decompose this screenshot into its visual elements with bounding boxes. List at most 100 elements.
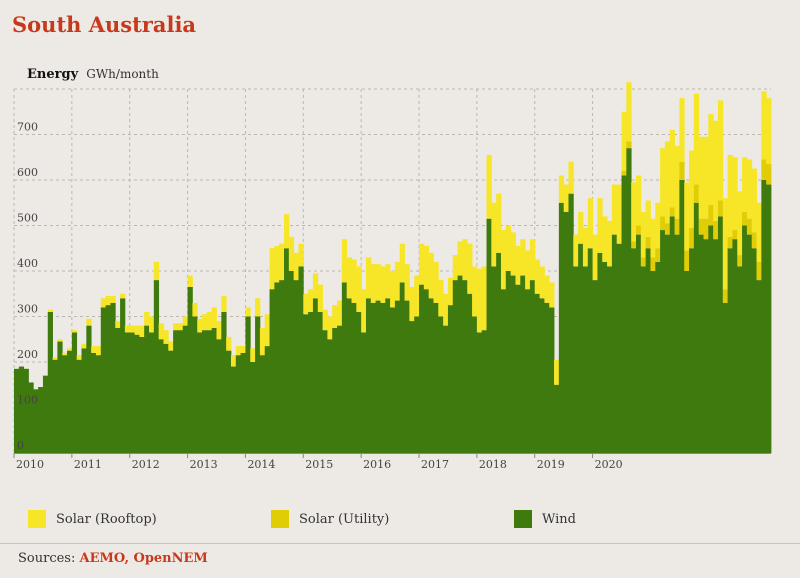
y-tick-label: 100 <box>17 394 38 407</box>
bar-solar-rooftop <box>312 273 319 299</box>
bar-wind <box>505 271 512 453</box>
bar-wind <box>284 248 290 453</box>
bar-solar-rooftop <box>390 271 396 308</box>
bar-wind <box>447 305 454 453</box>
bar-wind <box>274 282 280 453</box>
bar-wind <box>206 330 213 453</box>
x-tick-label: 2013 <box>190 458 218 471</box>
bar-solar-rooftop <box>250 348 256 362</box>
bar-solar-rooftop <box>660 148 666 217</box>
bar-wind <box>645 248 651 453</box>
bar-solar-rooftop <box>626 82 632 142</box>
bar-wind <box>52 359 58 453</box>
x-tick-label: 2014 <box>247 458 275 471</box>
bar-solar-rooftop <box>558 175 565 203</box>
bar-wind <box>264 346 270 453</box>
sources-links[interactable]: AEMO, OpenNEM <box>79 551 208 566</box>
bar-wind <box>317 311 323 453</box>
y-tick-label: 0 <box>17 439 24 452</box>
bar-wind <box>139 336 145 453</box>
bar-solar-rooftop <box>264 314 270 347</box>
bar-solar-utility <box>751 232 757 249</box>
bar-solar-rooftop <box>62 352 68 356</box>
bar-solar-rooftop <box>139 325 145 337</box>
bar-wind <box>554 384 560 453</box>
bar-wind <box>684 271 690 453</box>
bar-solar-utility <box>713 220 719 240</box>
bar-solar-utility <box>708 205 714 226</box>
bar-wind <box>462 280 468 453</box>
bar-solar-rooftop <box>279 243 285 281</box>
bar-wind <box>404 300 410 453</box>
legend-item-solar-rooftop: Solar (Rooftop) <box>28 509 157 529</box>
bar-solar-rooftop <box>269 248 275 290</box>
bar-wind <box>669 216 675 453</box>
bar-wind <box>105 305 111 453</box>
bar-wind <box>81 348 87 453</box>
bar-solar-utility <box>650 257 656 271</box>
bar-wind <box>452 280 458 453</box>
bar-wind <box>356 311 362 453</box>
bar-solar-rooftop <box>486 154 492 219</box>
y-tick-label: 400 <box>17 257 38 270</box>
bar-wind <box>525 289 531 453</box>
bar-wind <box>327 339 333 453</box>
bar-wind <box>385 298 391 453</box>
bar-solar-rooftop <box>110 296 116 303</box>
y-axis-label-unit: GWh/month <box>86 67 159 81</box>
bar-wind <box>38 387 44 453</box>
bar-solar-rooftop <box>491 202 497 267</box>
bar-wind <box>221 311 227 453</box>
bar-solar-rooftop <box>732 157 738 231</box>
bar-wind <box>414 316 420 453</box>
bar-wind <box>226 350 232 453</box>
bar-wind <box>438 316 444 453</box>
bar-solar-utility <box>679 161 685 180</box>
bar-solar-utility <box>660 216 666 231</box>
bar-wind <box>534 293 540 453</box>
bar-solar-rooftop <box>385 264 391 299</box>
bar-wind <box>187 286 193 453</box>
bar-solar-rooftop <box>375 264 381 301</box>
bar-solar-rooftop <box>187 275 193 287</box>
bar-solar-rooftop <box>57 339 63 342</box>
bar-wind <box>529 280 536 453</box>
bar-solar-utility <box>640 257 647 267</box>
bar-wind <box>235 355 242 453</box>
bar-wind <box>298 266 304 453</box>
bar-solar-utility <box>722 289 729 303</box>
bar-solar-rooftop <box>698 136 704 219</box>
sources-footer: Sources: AEMO, OpenNEM <box>0 543 800 566</box>
bar-solar-utility <box>626 141 632 149</box>
bar-solar-rooftop <box>746 159 753 219</box>
bar-wind <box>549 307 555 453</box>
bar-wind <box>47 311 53 453</box>
bar-wind <box>269 289 275 453</box>
bar-wind <box>230 366 237 453</box>
x-tick-label: 2016 <box>363 458 391 471</box>
bar-wind <box>259 355 266 453</box>
bar-wind <box>158 339 164 453</box>
bar-solar-rooftop <box>67 348 73 351</box>
bar-solar-rooftop <box>457 241 463 276</box>
bar-solar-rooftop <box>563 184 569 212</box>
bar-solar-utility <box>674 218 680 235</box>
bar-wind <box>33 389 39 453</box>
bar-solar-rooftop <box>476 268 483 333</box>
bar-wind <box>496 252 502 453</box>
bar-solar-rooftop <box>71 330 78 333</box>
bar-solar-rooftop <box>438 280 444 317</box>
bar-wind <box>86 325 92 453</box>
bar-wind <box>303 314 309 453</box>
bar-wind <box>539 298 545 453</box>
bar-solar-rooftop <box>447 277 454 306</box>
bar-wind <box>558 202 565 453</box>
bar-solar-rooftop <box>332 305 338 328</box>
bar-wind <box>689 248 695 453</box>
bar-wind <box>149 332 155 453</box>
bar-solar-rooftop <box>245 307 251 317</box>
bar-wind <box>732 239 738 453</box>
bar-solar-rooftop <box>197 318 203 333</box>
bar-solar-rooftop <box>505 225 512 271</box>
